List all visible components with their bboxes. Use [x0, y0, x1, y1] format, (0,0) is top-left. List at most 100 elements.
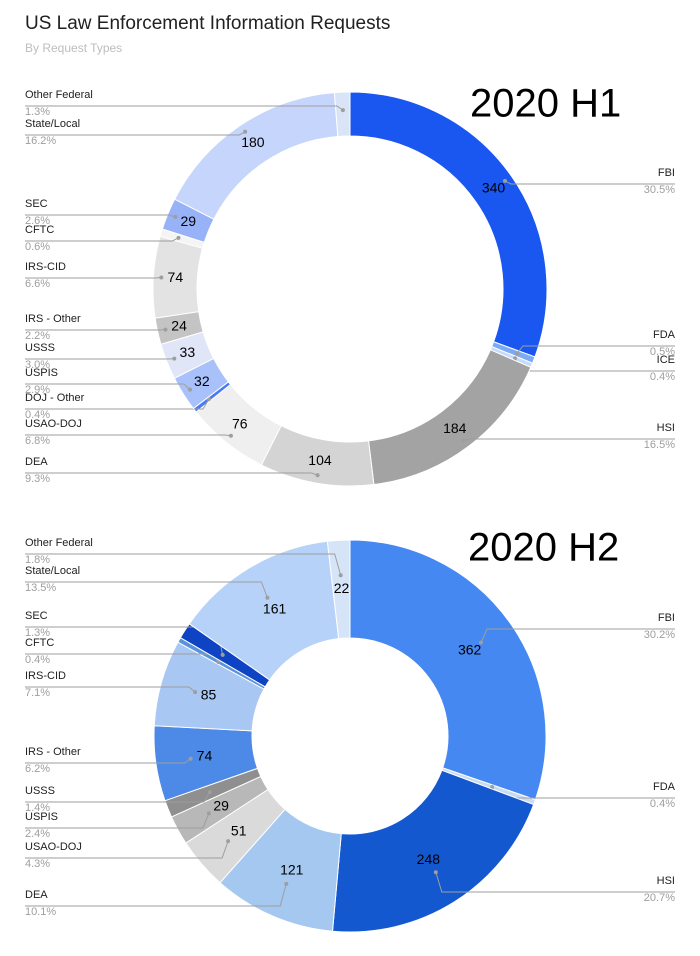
chart2-leader-dot-dea [284, 881, 289, 886]
chart2-leader-usss [25, 791, 211, 803]
chart2-leader-dot-hsi [433, 870, 438, 875]
chart2-label-irs-other: IRS - Other [25, 746, 81, 758]
chart2-value-other-federal: 22 [334, 580, 350, 596]
chart2-label-dea: DEA [25, 889, 48, 901]
chart2-pct-irs-cid: 7.1% [25, 687, 50, 699]
chart1-pct-irs-other: 2.2% [25, 330, 50, 342]
chart2-leader-state-local [25, 581, 268, 598]
chart2-leader-usao-doj [25, 841, 229, 859]
chart2-leader-dot-irs-cid [193, 690, 198, 695]
chart1-leader-fbi [504, 180, 675, 185]
chart2-slice-other-federal[interactable] [326, 539, 351, 640]
chart2-leader-dot-irs-other [188, 756, 193, 761]
chart1-label-irs-other: IRS - Other [25, 313, 81, 325]
chart2-pct-hsi: 20.7% [644, 892, 675, 904]
chart1-pct-doj-other: 0.4% [25, 409, 50, 421]
chart1-value-sec: 29 [180, 213, 196, 229]
chart2-value-dea: 121 [280, 862, 304, 878]
chart1-value-usao-doj: 76 [232, 416, 248, 432]
chart2-label-uspis: USPIS [25, 811, 58, 823]
chart1-label-hsi: HSI [657, 422, 675, 434]
chart1-leader-state-local [25, 131, 246, 136]
chart1-slice-fbi[interactable] [349, 91, 548, 358]
chart2-leader-dot-fbi [479, 640, 484, 645]
chart2-slice-hsi[interactable] [331, 769, 535, 933]
chart1-label-sec: SEC [25, 198, 48, 210]
chart2-label-hsi: HSI [657, 875, 675, 887]
chart1-leader-dea [25, 472, 318, 476]
chart2-value-fbi: 362 [458, 641, 482, 657]
chart1-pct-usao-doj: 6.8% [25, 435, 50, 447]
chart2-pct-uspis: 2.4% [25, 828, 50, 840]
chart2-donut: 2020 H2 362 FBI 30.2% FDA 0.4% 248 HSI 20.7% 121 D… [25, 526, 676, 933]
chart2-pct-usao-doj: 4.3% [25, 858, 50, 870]
chart-subtitle: By Request Types [25, 41, 123, 55]
chart1-label-doj-other: DOJ - Other [25, 392, 85, 404]
chart1-leader-usao-doj [25, 434, 232, 437]
chart1-pct-irs-cid: 6.6% [25, 278, 50, 290]
chart1-leader-dot-ice [513, 356, 518, 361]
chart2-label-irs-cid: IRS-CID [25, 670, 66, 682]
chart2-label-cftc: CFTC [25, 637, 54, 649]
chart1-leader-dot-usss [172, 356, 177, 361]
chart2-leader-dot-fda [490, 784, 495, 789]
chart1-label-usss: USSS [25, 342, 55, 354]
chart1-leader-dot-uspis [187, 387, 192, 392]
chart1-label-state-local: State/Local [25, 118, 80, 130]
chart1-leader-fda [516, 345, 675, 354]
chart1-leader-dot-cftc [176, 235, 181, 240]
chart2-leader-other-federal [25, 553, 342, 576]
chart2-pct-usss: 1.4% [25, 802, 50, 814]
chart2-label-usss: USSS [25, 785, 55, 797]
chart1-label-cftc: CFTC [25, 224, 54, 236]
chart1-leader-doj-other [25, 398, 210, 410]
chart2-pct-cftc: 0.4% [25, 654, 50, 666]
chart1-leader-dot-sec [173, 214, 178, 219]
chart1-value-usss: 33 [180, 344, 196, 360]
chart2-leader-dot-usss [207, 790, 212, 795]
chart1-leader-dot-irs-cid [159, 275, 164, 280]
chart2-value-hsi: 248 [417, 851, 441, 867]
chart1-value-irs-cid: 74 [168, 269, 184, 285]
chart1-pct-fbi: 30.5% [644, 184, 675, 196]
chart1-value-fbi: 340 [482, 180, 506, 196]
chart1-leader-dot-state-local [243, 129, 248, 134]
chart2-label-state-local: State/Local [25, 565, 80, 577]
chart1-leader-dot-usao-doj [228, 433, 233, 438]
chart2-value-uspis: 29 [213, 797, 229, 813]
chart1-value-hsi: 184 [443, 420, 467, 436]
chart1-leader-dot-hsi [461, 438, 466, 443]
chart1-leader-uspis [25, 383, 191, 390]
chart1-leader-dot-dea [315, 473, 320, 478]
chart2-value-usao-doj: 51 [231, 823, 247, 839]
chart1-value-uspis: 32 [194, 373, 210, 389]
chart1-label-fbi: FBI [658, 167, 675, 179]
chart2-pct-fda: 0.4% [650, 798, 675, 810]
chart1-slice-state-local[interactable] [174, 92, 339, 220]
chart2-pct-fbi: 30.2% [644, 629, 675, 641]
chart1-value-state-local: 180 [241, 134, 265, 150]
chart2-value-irs-cid: 85 [201, 687, 217, 703]
chart1-label-ice: ICE [657, 354, 675, 366]
chart1-leader-dot-irs-other [163, 327, 168, 332]
chart2-leader-uspis [25, 813, 210, 829]
chart1-slice-other-federal[interactable] [333, 91, 351, 138]
chart1-label-usao-doj: USAO-DOJ [25, 418, 82, 430]
chart2-leader-irs-other [25, 758, 191, 764]
chart2-pct-dea: 10.1% [25, 906, 56, 918]
chart1-leader-sec [25, 214, 176, 218]
chart1-pct-usss: 3.0% [25, 359, 50, 371]
chart1-slice-hsi[interactable] [368, 349, 532, 486]
chart2-label-fbi: FBI [658, 612, 675, 624]
chart2-leader-dot-state-local [265, 595, 270, 600]
chart2-slice-fbi[interactable] [349, 539, 547, 801]
chart1-pct-ice: 0.4% [650, 371, 675, 383]
chart1-leader-cftc [25, 237, 179, 242]
chart1-leader-dot-other-federal [340, 108, 345, 113]
chart2-leader-dot-other-federal [338, 573, 343, 578]
chart1-leader-dot-fda [514, 351, 519, 356]
chart2-leader-dot-uspis [206, 811, 211, 816]
chart1-pct-uspis: 2.9% [25, 384, 50, 396]
